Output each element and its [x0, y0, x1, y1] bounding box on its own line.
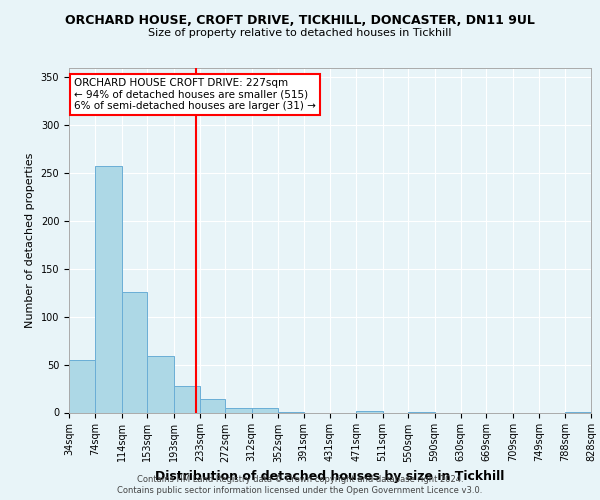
Bar: [95, 166, 122, 412]
X-axis label: Distribution of detached houses by size in Tickhill: Distribution of detached houses by size …: [155, 470, 505, 483]
Bar: [226, 408, 252, 412]
Bar: [252, 408, 278, 412]
Bar: [173, 386, 200, 412]
Text: Size of property relative to detached houses in Tickhill: Size of property relative to detached ho…: [148, 28, 452, 38]
Text: Contains HM Land Registry data © Crown copyright and database right 2024.: Contains HM Land Registry data © Crown c…: [137, 475, 463, 484]
Text: Contains public sector information licensed under the Open Government Licence v3: Contains public sector information licen…: [118, 486, 482, 495]
Bar: [69, 360, 95, 412]
Bar: [356, 410, 383, 412]
Bar: [200, 399, 226, 412]
Text: ORCHARD HOUSE CROFT DRIVE: 227sqm
← 94% of detached houses are smaller (515)
6% : ORCHARD HOUSE CROFT DRIVE: 227sqm ← 94% …: [74, 78, 316, 111]
Y-axis label: Number of detached properties: Number of detached properties: [25, 152, 35, 328]
Text: ORCHARD HOUSE, CROFT DRIVE, TICKHILL, DONCASTER, DN11 9UL: ORCHARD HOUSE, CROFT DRIVE, TICKHILL, DO…: [65, 14, 535, 27]
Bar: [122, 292, 147, 412]
Bar: [147, 356, 173, 412]
